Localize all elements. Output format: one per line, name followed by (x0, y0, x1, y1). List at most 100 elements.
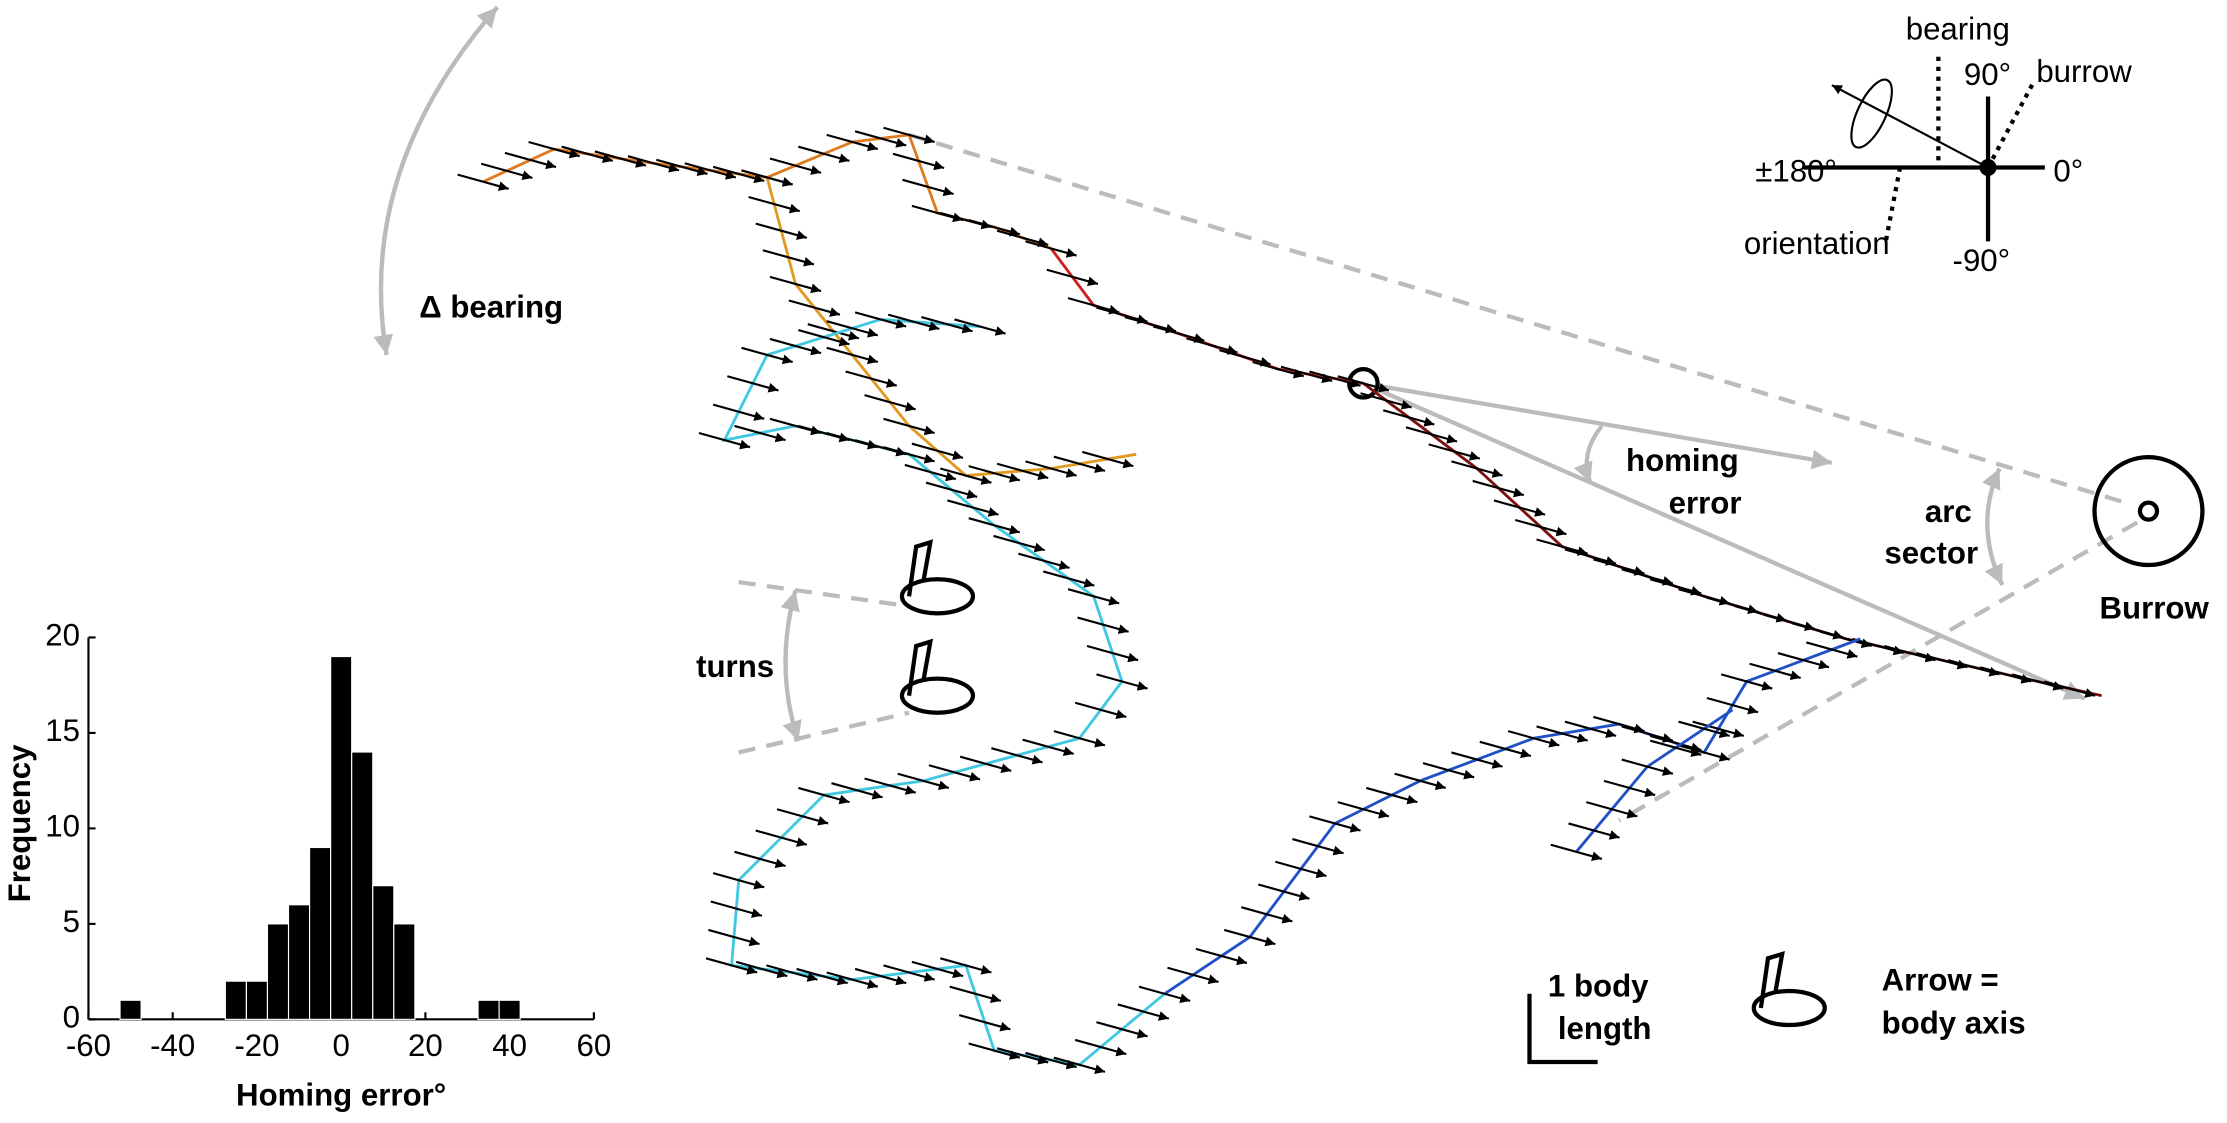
body-axis-arrow (457, 173, 509, 191)
guide-line (1362, 381, 2086, 701)
bar (224, 980, 247, 1020)
body-axis-arrow (845, 370, 898, 388)
body-axis-arrow (940, 957, 992, 975)
body-axis-arrow (1806, 641, 1858, 659)
body-axis-arrow (735, 960, 788, 979)
body-axis-arrow (1514, 518, 1567, 537)
body-axis-arrow (883, 126, 935, 145)
body-axis-arrow (968, 517, 1021, 535)
body-axis-arrow (1428, 443, 1481, 461)
body-axis-arrow (2011, 673, 2064, 691)
body-axis-arrow (1240, 906, 1293, 924)
body-axis-arrow (921, 316, 973, 334)
body-axis-arrow (766, 964, 818, 982)
annotation: error (1669, 486, 1742, 521)
body-axis-arrow (925, 481, 978, 500)
body-axis-arrow (798, 786, 850, 805)
compass-label: bearing (1906, 11, 2010, 46)
compass-dotted (1883, 56, 2036, 242)
body-axis-arrow (968, 465, 1021, 483)
body-axis-arrow (1117, 1003, 1170, 1021)
body-axis-arrow (1479, 740, 1532, 759)
body-axis-arrow (1275, 860, 1327, 879)
trajectory (1049, 247, 1364, 385)
body-axis-arrow (1292, 838, 1344, 856)
x-tick-label: 20 (408, 1028, 443, 1063)
body-axis-arrow (1749, 662, 1801, 681)
body-axis-arrow (1195, 947, 1248, 966)
body-axis-arrow (1382, 409, 1435, 427)
body-axis-arrow (854, 967, 907, 986)
body-axis-arrow (1422, 762, 1475, 780)
bar (372, 885, 395, 1020)
body-axis-arrow (734, 850, 786, 869)
y-tick-label: 20 (45, 618, 80, 653)
body-axis-arrow (1219, 349, 1271, 367)
compass-label: -90° (1953, 243, 2011, 278)
body-axis-arrow (1096, 306, 1148, 324)
body-axis-arrow (1536, 538, 1588, 556)
body-axis-arrow (1621, 725, 1674, 743)
body-axis-arrow (1167, 966, 1219, 985)
compass-center (1979, 159, 1997, 177)
body-axis-arrow (1621, 758, 1674, 776)
body-axis-arrow (991, 747, 1043, 765)
compass-label: ±180° (1755, 153, 1837, 188)
body-axis-arrow (769, 275, 822, 294)
body-axis-arrow (734, 424, 786, 443)
body-axis-arrow (826, 133, 879, 152)
body-axis-arrow (887, 313, 940, 332)
compass-label: burrow (2036, 54, 2132, 89)
body-axis-arrow (1053, 730, 1106, 748)
body-axis-arrow (1550, 843, 1603, 862)
trajectory (1163, 637, 1861, 995)
guide-line (1363, 381, 1833, 470)
body-axis-arrow (1081, 450, 1134, 469)
body-axis-arrow (1451, 460, 1503, 478)
body-axis-arrow (1074, 1038, 1127, 1057)
body-axis-arrow (831, 782, 883, 800)
annotation: turns (696, 649, 774, 684)
body-axis-arrow (1025, 460, 1077, 478)
compass-label: 90° (1964, 57, 2011, 92)
bar (309, 846, 332, 1020)
body-axis-arrow (727, 375, 779, 393)
guide-line (780, 590, 801, 742)
body-axis-arrow (1077, 616, 1129, 634)
ant-icon (899, 577, 976, 616)
compass-axes (1803, 96, 2045, 242)
guide-line (1573, 424, 1604, 484)
ant-icon (906, 638, 934, 696)
bar (330, 655, 353, 1020)
bar (287, 904, 311, 1020)
x-tick-label: -60 (66, 1028, 111, 1063)
body-axis-arrow (1365, 786, 1418, 805)
body-axis-arrow (1621, 568, 1674, 586)
body-axis-arrow (1979, 666, 2032, 684)
body-axis-arrow (1678, 744, 1730, 762)
body-axis-arrow (940, 467, 992, 485)
body-axis-arrow (968, 1042, 1021, 1060)
body-axis-arrow (1067, 588, 1120, 606)
body-axis-arrow (1593, 715, 1645, 734)
body-axis-arrow (798, 329, 850, 347)
body-axis-arrow (776, 808, 829, 826)
body-axis-arrow (1360, 392, 1412, 410)
body-axis-arrow (947, 499, 999, 517)
body-axis-arrow (993, 534, 1045, 553)
body-axis-arrow (528, 140, 580, 159)
body-axis-arrow (883, 446, 935, 464)
bar (245, 980, 269, 1020)
compass-bearing (1831, 84, 1989, 169)
burrow-entrance (2137, 500, 2160, 522)
body-axis-arrow (1309, 370, 1361, 388)
body-axis-arrow (1720, 673, 1773, 691)
body-axis-arrow (1337, 375, 1390, 393)
body-axis-arrow (1884, 644, 1936, 663)
body-axis-arrow (892, 152, 945, 171)
body-axis-arrow (1564, 720, 1617, 739)
body-axis-arrow (1649, 578, 1702, 596)
body-axis-arrow (1086, 644, 1139, 663)
body-axis-arrow (1649, 739, 1702, 757)
body-axis-arrow (1053, 455, 1106, 474)
